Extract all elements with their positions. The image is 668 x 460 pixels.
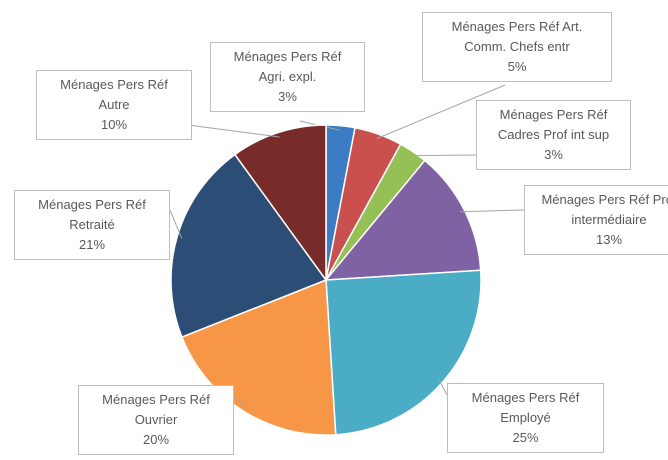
category-label: Ménages Pers Réf Ouvrier (102, 392, 210, 427)
leader-line (410, 154, 477, 157)
data-label: Ménages Pers Réf Ouvrier 20% (78, 385, 234, 455)
data-label: Ménages Pers Réf Agri. expl. 3% (210, 42, 365, 112)
pie-slice (180, 278, 337, 436)
category-label: Ménages Pers Réf Cadres Prof int sup (497, 107, 610, 142)
pie-slice (324, 159, 482, 281)
category-label: Ménages Pers Réf Autre (60, 77, 168, 112)
category-label: Ménages Pers Réf Prof intermédiaire (541, 192, 668, 227)
data-label: Ménages Pers Réf Prof intermédiaire 13% (524, 185, 668, 255)
pie-slice (170, 153, 328, 339)
leader-line (376, 84, 506, 139)
leader-line (459, 209, 525, 213)
leader-line (438, 379, 448, 396)
category-label: Ménages Pers Réf Art. Comm. Chefs entr (451, 19, 583, 54)
leader-line (233, 394, 246, 408)
data-label: Ménages Pers Réf Art. Comm. Chefs entr 5% (422, 12, 612, 82)
data-label: Ménages Pers Réf Cadres Prof int sup 3% (476, 100, 631, 170)
value-label: 25% (512, 430, 539, 445)
data-label: Ménages Pers Réf Employé 25% (447, 383, 604, 453)
pie-slice (325, 269, 482, 436)
category-label: Ménages Pers Réf Retraité (38, 197, 146, 232)
data-label: Ménages Pers Réf Retraité 21% (14, 190, 170, 260)
pie-slice (233, 124, 327, 283)
category-label: Ménages Pers Réf Employé (471, 390, 580, 425)
category-label: Ménages Pers Réf Agri. expl. (233, 49, 342, 84)
value-label: 13% (595, 232, 623, 247)
leader-line (169, 209, 183, 239)
value-label: 21% (78, 237, 106, 252)
value-label: 5% (507, 59, 527, 74)
value-label: 3% (544, 147, 563, 162)
value-label: 10% (100, 117, 128, 132)
value-label: 3% (278, 89, 297, 104)
data-label: Ménages Pers Réf Autre 10% (36, 70, 192, 140)
value-label: 20% (142, 432, 170, 447)
